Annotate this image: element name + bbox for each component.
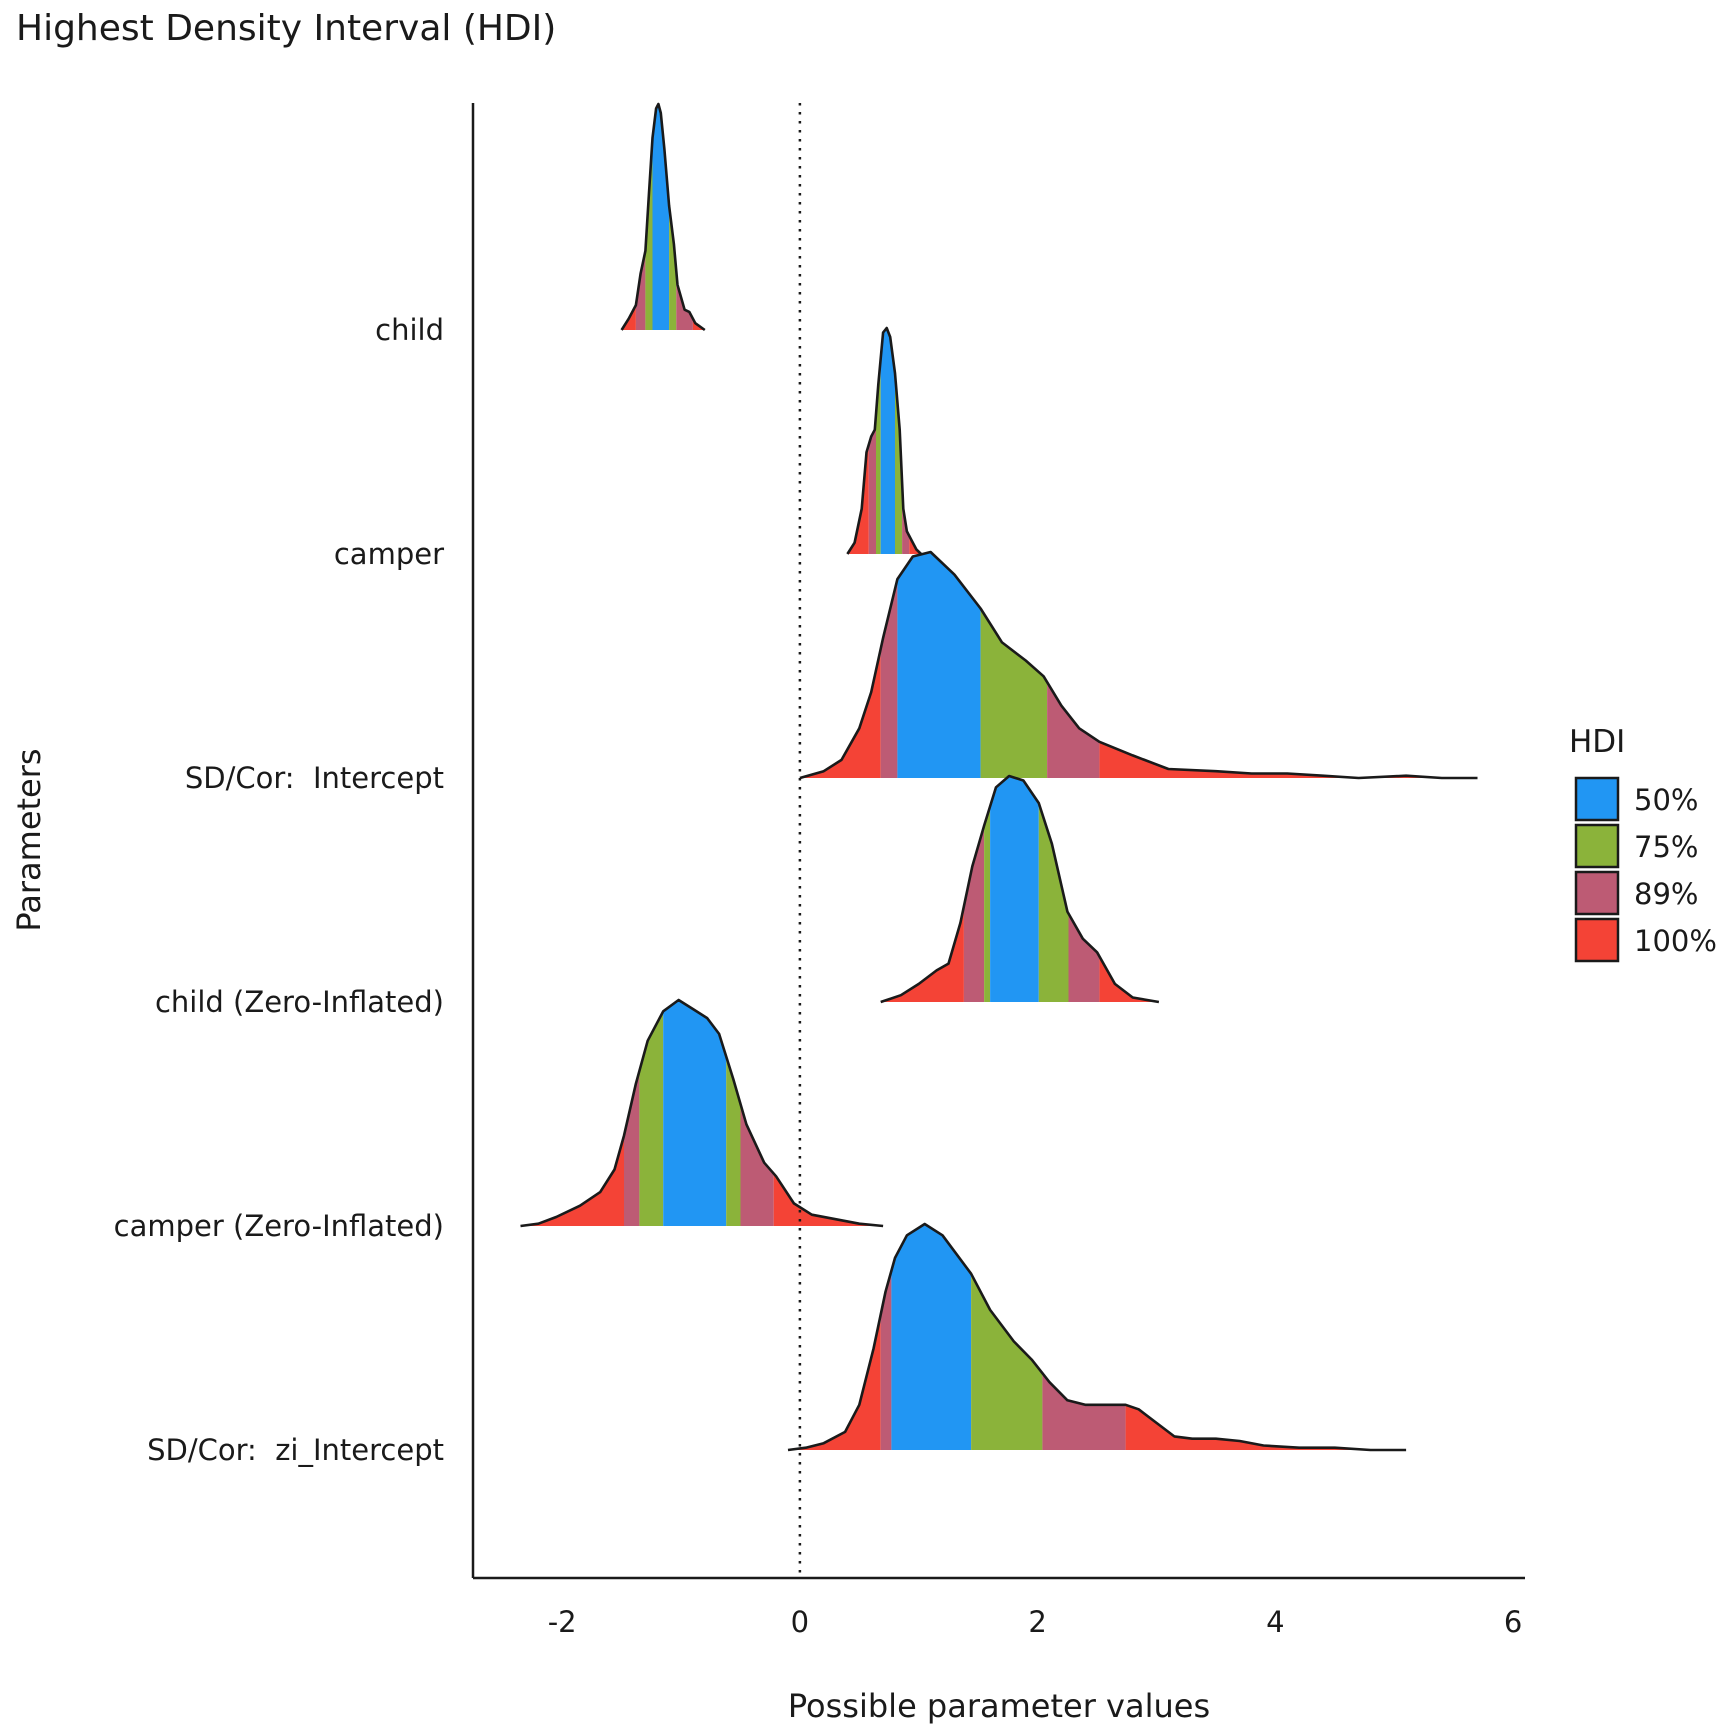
hdi-75-band bbox=[669, 205, 677, 330]
hdi-89-band bbox=[676, 271, 693, 330]
hdi-100-band bbox=[788, 1314, 881, 1450]
x-tick-label: 4 bbox=[1266, 1605, 1284, 1639]
hdi-89-band bbox=[740, 1103, 774, 1226]
legend-label: 50% bbox=[1634, 783, 1698, 817]
legend-label: 89% bbox=[1634, 877, 1698, 911]
hdi-100-band bbox=[773, 1173, 884, 1226]
density-outline bbox=[520, 998, 884, 1228]
hdi-89-band bbox=[1042, 1373, 1126, 1450]
legend-title: HDI bbox=[1569, 724, 1625, 760]
hdi-75-band bbox=[1038, 803, 1069, 1002]
y-tick-label: camper (Zero-Inflated) bbox=[114, 1209, 444, 1243]
hdi-50-band bbox=[891, 1224, 972, 1450]
hdi-89-band bbox=[880, 1270, 892, 1450]
legend-label: 100% bbox=[1634, 924, 1717, 958]
y-tick-label: camper bbox=[334, 537, 444, 571]
legend-swatch bbox=[1574, 823, 1620, 869]
ridge-child bbox=[620, 102, 706, 332]
x-tick-label: 6 bbox=[1504, 1605, 1522, 1639]
density-outline bbox=[846, 326, 922, 555]
ridge-camper bbox=[846, 326, 922, 555]
x-tick-label: 2 bbox=[1028, 1605, 1046, 1639]
hdi-89-band bbox=[963, 825, 985, 1002]
y-tick-label: child bbox=[375, 313, 444, 347]
hdi-75-band bbox=[639, 1011, 664, 1226]
hdi-89-band bbox=[868, 414, 876, 554]
hdi-89-band bbox=[902, 482, 910, 554]
hdi-50-band bbox=[663, 1000, 727, 1226]
hdi-75-band bbox=[971, 1273, 1043, 1450]
ridge-sd-cor-intercept bbox=[799, 550, 1478, 780]
density-outline bbox=[620, 102, 706, 332]
y-axis-label: Parameters bbox=[10, 748, 48, 931]
ridge-child-zero-inflated bbox=[880, 774, 1160, 1004]
ridge-camper-zero-inflated bbox=[520, 998, 884, 1228]
hdi-50-band bbox=[880, 328, 895, 554]
hdi-75-band bbox=[984, 806, 991, 1002]
hdi-100-band bbox=[880, 906, 964, 1002]
x-tick-labels: -2 0 2 4 6 bbox=[548, 1605, 1523, 1639]
hdi-100-band bbox=[621, 305, 636, 330]
density-outline bbox=[799, 550, 1478, 780]
hdi-100-band bbox=[520, 1135, 624, 1226]
legend-label: 75% bbox=[1634, 830, 1698, 864]
hdi-50-band bbox=[897, 552, 981, 778]
x-tick-label: -2 bbox=[548, 1605, 577, 1639]
hdi-100-band bbox=[1125, 1404, 1407, 1450]
density-outline bbox=[787, 1222, 1407, 1452]
legend-swatch bbox=[1574, 776, 1620, 822]
x-tick-label: 0 bbox=[791, 1605, 809, 1639]
legend-swatch bbox=[1574, 870, 1620, 916]
y-tick-labels: child camper SD/Cor: Intercept child (Zero-… bbox=[114, 313, 444, 1467]
hdi-75-band bbox=[895, 373, 903, 554]
hdi-100-band bbox=[692, 318, 705, 330]
ridges-layer bbox=[520, 102, 1478, 1452]
hdi-100-band bbox=[1099, 741, 1478, 778]
ridge-sd-cor-zi-intercept bbox=[787, 1222, 1407, 1452]
hdi-89-band bbox=[880, 579, 898, 778]
hdi-50-band bbox=[652, 104, 670, 330]
legend: HDI 50% 75% 89% 100% bbox=[1569, 724, 1717, 963]
hdi-89-band bbox=[635, 250, 646, 330]
hdi-100-band bbox=[799, 648, 881, 778]
hdi-100-band bbox=[1099, 956, 1159, 1002]
legend-swatch bbox=[1574, 917, 1620, 963]
chart-title: Highest Density Interval (HDI) bbox=[16, 8, 556, 49]
hdi-75-band bbox=[726, 1056, 741, 1226]
hdi-100-band bbox=[909, 535, 922, 554]
x-axis-label: Possible parameter values bbox=[788, 1687, 1210, 1725]
hdi-89-band bbox=[1068, 913, 1100, 1002]
density-outline bbox=[880, 774, 1160, 1004]
y-tick-label: child (Zero-Inflated) bbox=[155, 985, 444, 1019]
hdi-50-band bbox=[990, 776, 1039, 1002]
hdi-100-band bbox=[847, 444, 869, 554]
hdi-89-band bbox=[624, 1070, 640, 1226]
hdi-75-band bbox=[980, 608, 1048, 778]
y-tick-label: SD/Cor: zi_Intercept bbox=[147, 1433, 444, 1467]
y-tick-label: SD/Cor: Intercept bbox=[185, 761, 444, 795]
